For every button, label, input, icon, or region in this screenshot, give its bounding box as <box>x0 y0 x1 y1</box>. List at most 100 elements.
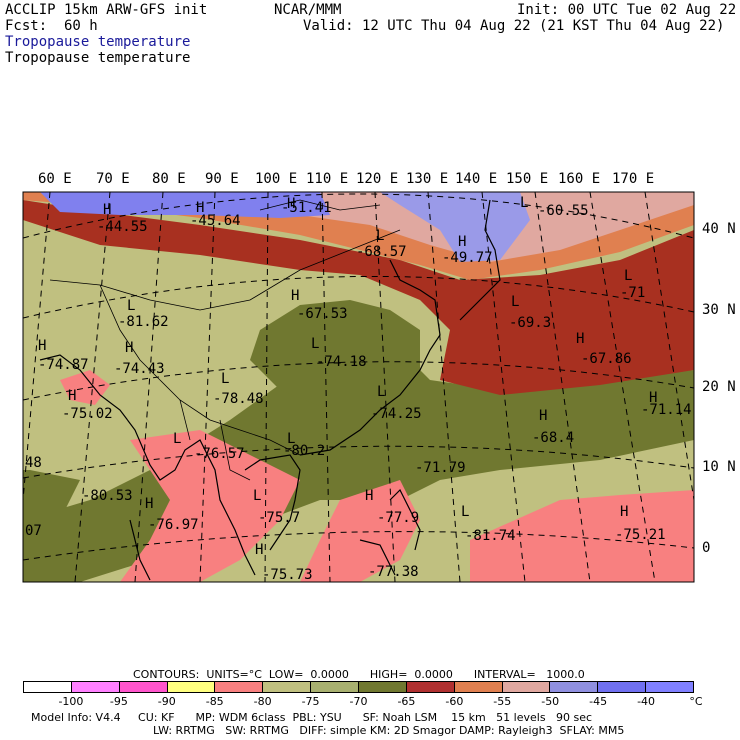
field-band-darkred <box>23 200 694 395</box>
high-marker: H <box>291 288 299 304</box>
colorbar-swatch <box>550 682 599 692</box>
extreme-value: -71.14 <box>641 402 692 418</box>
field-band-olive-china <box>250 300 420 410</box>
high-marker: H <box>539 408 547 424</box>
colorbar-tick-label: -100 <box>58 695 84 708</box>
low-marker: L <box>624 268 632 284</box>
colorbar-swatch <box>359 682 407 692</box>
extreme-value: -75.02 <box>62 406 113 422</box>
colorbar-swatch <box>311 682 360 692</box>
colorbar-swatch <box>71 682 120 692</box>
extreme-value: -80.2 <box>283 443 325 459</box>
low-marker: L <box>253 488 261 504</box>
colorbar-tick-label: -85 <box>205 695 224 708</box>
filled-field-name: Tropopause temperature <box>5 34 191 50</box>
extreme-value: -51.41 <box>281 200 332 216</box>
high-marker: H <box>620 504 628 520</box>
coastlines <box>39 199 501 581</box>
low-marker: L <box>461 504 469 520</box>
low-marker: L <box>376 228 384 244</box>
extremes-layer: H-44.55H-45.64H-51.41 L -60.55L-68.57H-49.… <box>25 195 692 583</box>
field-band-pink-southeast <box>470 490 694 582</box>
colorbar-swatch <box>598 682 647 692</box>
extreme-value: -77.38 <box>368 564 419 580</box>
extreme-value: -69.3 <box>509 315 551 331</box>
fcst-label: Fcst: <box>5 18 48 34</box>
longitude-label: 120 E <box>356 171 399 187</box>
extreme-value: -81.74 <box>465 528 516 544</box>
colorbar-tick-label: -65 <box>397 695 416 708</box>
colorbar <box>23 681 694 693</box>
colorbar-swatch <box>502 682 551 692</box>
extreme-value: -78.48 <box>213 391 264 407</box>
extreme-value: -71.79 <box>415 460 466 476</box>
latitude-label: 40 N <box>702 221 736 237</box>
colorbar-swatch <box>119 682 168 692</box>
extreme-value: -49.77 <box>442 250 493 266</box>
fcst-value: 60 h <box>64 18 98 34</box>
high-marker: H <box>649 390 657 406</box>
extreme-value: -44.55 <box>97 219 148 235</box>
longitude-label: 160 E <box>558 171 601 187</box>
high-marker: H <box>68 388 76 404</box>
center-label: NCAR/MMM <box>274 2 342 18</box>
model-info-line1: Model Info: V4.4 CU: KF MP: WDM 6class P… <box>31 711 593 724</box>
longitude-label: 150 E <box>506 171 549 187</box>
low-marker: L <box>377 384 385 400</box>
colorbar-tick-label: -75 <box>301 695 320 708</box>
extreme-value: -75.7 <box>258 510 300 526</box>
extreme-value: 07 <box>25 523 42 539</box>
colorbar-tick-label: -95 <box>109 695 128 708</box>
valid-time: Valid: 12 UTC Thu 04 Aug 22 (21 KST Thu … <box>303 18 725 34</box>
low-marker: L <box>221 371 229 387</box>
high-marker: H <box>196 200 204 216</box>
colorbar-tick-label: -70 <box>349 695 368 708</box>
extreme-value: -74.18 <box>316 354 367 370</box>
low-marker: L <box>127 298 135 314</box>
colorbar-tick-label: -60 <box>445 695 464 708</box>
country-borders <box>49 199 401 481</box>
high-marker: H <box>458 234 466 250</box>
high-marker: H <box>255 542 263 558</box>
colorbar-tick-label: -55 <box>493 695 512 708</box>
colorbar-swatch <box>646 682 694 692</box>
low-marker: L <box>311 336 319 352</box>
field-band-pink-west <box>60 370 110 405</box>
high-marker: H <box>287 196 295 212</box>
extreme-value: -75.21 <box>615 527 666 543</box>
extreme-value: -45.64 <box>190 213 241 229</box>
extreme-value: -81.62 <box>118 314 169 330</box>
map-border <box>22 191 695 583</box>
longitude-label: 70 E <box>96 171 130 187</box>
colorbar-swatch <box>215 682 264 692</box>
colorbar-swatch <box>454 682 503 692</box>
low-marker: L <box>287 431 295 447</box>
high-marker: H <box>145 496 153 512</box>
extreme-value: -77.9 <box>377 510 419 526</box>
extreme-value: 48 <box>25 455 42 471</box>
model-info-line2: LW: RRTMG SW: RRTMG DIFF: simple KM: 2D … <box>153 724 625 737</box>
extreme-value: -74.25 <box>371 406 422 422</box>
longitude-label: 140 E <box>455 171 498 187</box>
high-marker: H <box>365 488 373 504</box>
low-marker: L <box>511 294 519 310</box>
longitude-label: 90 E <box>205 171 239 187</box>
latitude-label: 30 N <box>702 302 736 318</box>
longitude-label: 130 E <box>406 171 449 187</box>
high-marker: H <box>576 331 584 347</box>
extreme-value: -67.53 <box>297 306 348 322</box>
extreme-value: -76.97 <box>148 517 199 533</box>
colorbar-swatch <box>263 682 312 692</box>
low-marker: L <box>520 195 528 211</box>
latitude-label: 10 N <box>702 459 736 475</box>
contours-info: CONTOURS: UNITS=°C LOW= 0.0000 HIGH= 0.0… <box>133 668 585 681</box>
high-marker: H <box>38 338 46 354</box>
extreme-value: -71 <box>620 285 645 301</box>
field-band-olive-west <box>23 470 80 560</box>
model-title: ACCLIP 15km ARW-GFS init <box>5 2 208 18</box>
longitude-label: 110 E <box>306 171 349 187</box>
longitude-label: 60 E <box>38 171 72 187</box>
extreme-value: -75.73 <box>262 567 313 583</box>
colorbar-tick-label: -45 <box>589 695 608 708</box>
tropopause-temperature-map: H-44.55H-45.64H-51.41 L -60.55L-68.57H-49.… <box>22 191 695 583</box>
